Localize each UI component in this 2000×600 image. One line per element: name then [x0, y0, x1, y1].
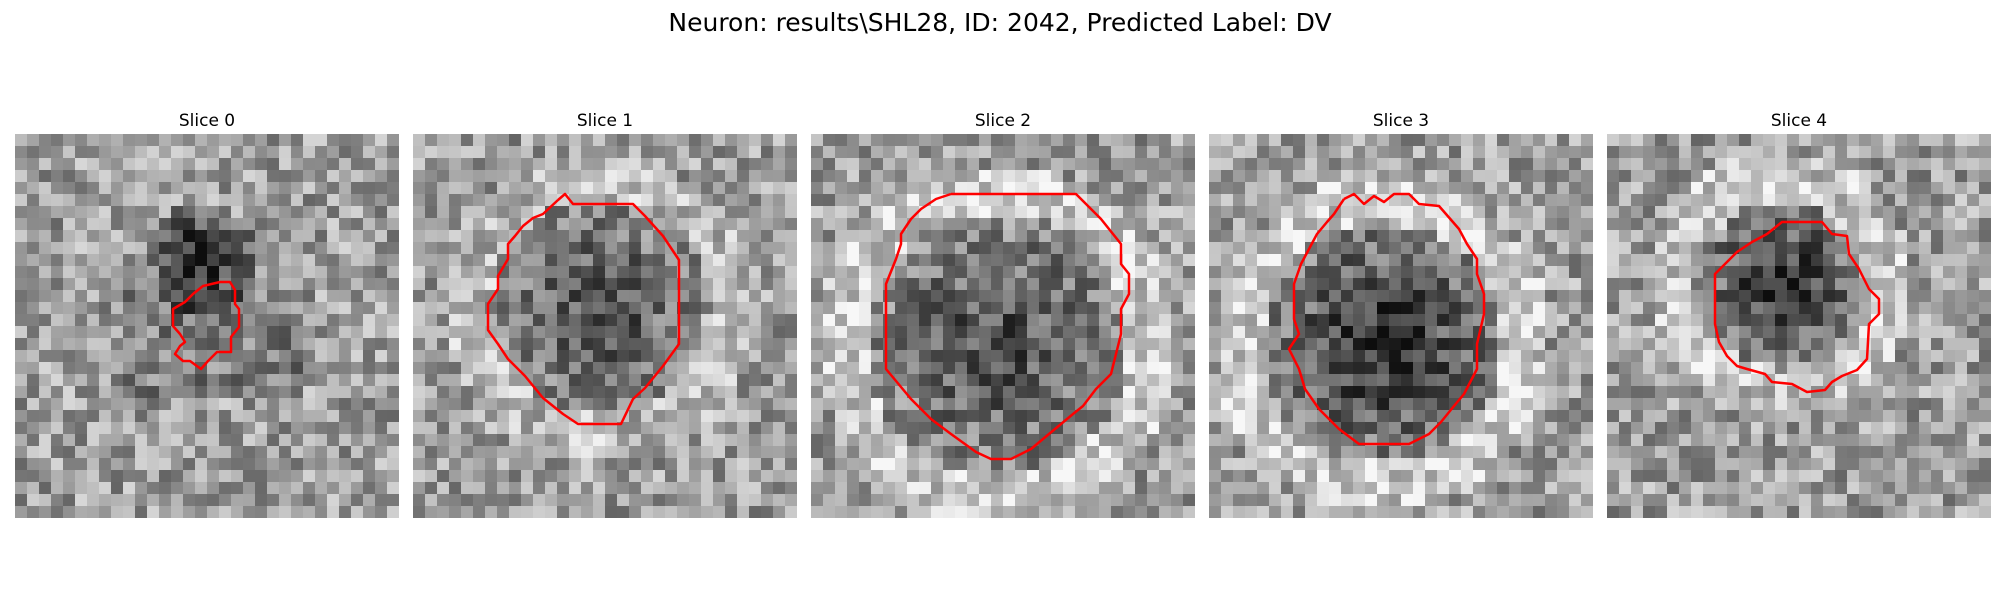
neuron-outline [1287, 192, 1486, 446]
grayscale-slice-image [413, 134, 797, 518]
neuron-outline [486, 192, 681, 426]
slice-view [413, 134, 797, 518]
roi-contour [171, 280, 241, 371]
grayscale-slice-image [15, 134, 399, 518]
slice-view [811, 134, 1195, 518]
slice-view [15, 134, 399, 518]
slice-title: Slice 3 [1372, 111, 1430, 131]
roi-contour [1713, 220, 1881, 394]
slice-title: Slice 4 [1770, 111, 1828, 131]
grayscale-slice-image [1209, 134, 1593, 518]
roi-contour [486, 192, 681, 426]
slice-panel-2: Slice 2 [811, 108, 1195, 518]
neuron-outline [884, 192, 1131, 461]
slice-title: Slice 1 [576, 111, 634, 131]
slice-title: Slice 0 [178, 111, 236, 131]
slice-title: Slice 2 [974, 111, 1032, 131]
slice-panel-0: Slice 0 [15, 108, 399, 518]
neuron-outline [1713, 220, 1881, 394]
slice-panel-3: Slice 3 [1209, 108, 1593, 518]
grayscale-slice-image [811, 134, 1195, 518]
neuron-outline [171, 280, 241, 371]
figure-title: Neuron: results\SHL28, ID: 2042, Predict… [668, 8, 1332, 37]
slice-panel-4: Slice 4 [1607, 108, 1991, 518]
roi-contour [1287, 192, 1486, 446]
grayscale-slice-image [1607, 134, 1991, 518]
slice-view [1209, 134, 1593, 518]
slice-panel-1: Slice 1 [413, 108, 797, 518]
slice-view [1607, 134, 1991, 518]
roi-contour [884, 192, 1131, 461]
